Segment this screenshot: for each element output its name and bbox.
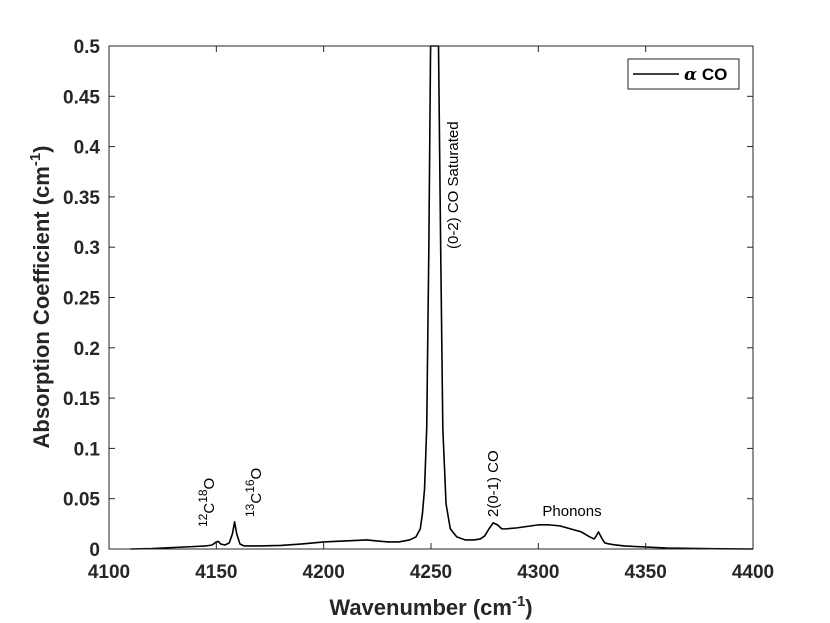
x-tick-label: 4400 bbox=[732, 562, 774, 583]
y-tick-label: 0.5 bbox=[74, 37, 101, 58]
x-axis-label-end: ) bbox=[525, 595, 532, 620]
annotation-12c18o: 12C18O bbox=[196, 478, 218, 527]
y-tick-label: 0.15 bbox=[63, 389, 100, 410]
y-axis-label-sup: -1 bbox=[27, 153, 44, 166]
annotation-co-saturated: (0-2) CO Saturated bbox=[445, 121, 462, 249]
legend-box bbox=[627, 58, 740, 90]
annotation-13c16o: 13C16O bbox=[243, 468, 265, 517]
y-tick-label: 0 bbox=[89, 540, 100, 561]
y-tick-label: 0.45 bbox=[63, 87, 100, 108]
y-tick-label: 0.3 bbox=[74, 238, 100, 259]
annotation-2-0-1-co: 2(0-1) CO bbox=[485, 450, 502, 517]
x-tick-label: 4100 bbox=[88, 562, 130, 583]
y-axis-ticks: 0 0.05 0.1 0.15 0.2 0.25 0.3 0.35 0.4 0.45 0.5 bbox=[63, 37, 753, 561]
x-axis-ticks: 4100 4150 4200 4250 4300 4350 4400 bbox=[88, 46, 774, 583]
x-tick-label: 4250 bbox=[410, 562, 452, 583]
y-tick-label: 0.05 bbox=[63, 490, 100, 511]
x-axis-label-sup: -1 bbox=[512, 593, 525, 610]
x-axis-label: Wavenumber (cm-1) bbox=[329, 593, 532, 620]
x-tick-label: 4350 bbox=[625, 562, 667, 583]
legend-greek: α bbox=[684, 65, 697, 85]
y-tick-label: 0.4 bbox=[74, 138, 101, 159]
y-tick-label: 0.2 bbox=[74, 339, 100, 360]
y-tick-label: 0.35 bbox=[63, 188, 100, 209]
y-tick-label: 0.25 bbox=[63, 289, 100, 310]
x-tick-label: 4150 bbox=[195, 562, 237, 583]
legend: α CO bbox=[627, 58, 740, 90]
legend-series-name: CO bbox=[697, 65, 727, 84]
plot-area bbox=[109, 46, 753, 549]
annotation-phonons: Phonons bbox=[542, 503, 601, 520]
y-axis-label-end: ) bbox=[29, 145, 54, 152]
legend-label: α CO bbox=[684, 65, 727, 85]
y-axis-label: Absorption Coefficient (cm-1) bbox=[27, 145, 54, 448]
y-tick-label: 0.1 bbox=[74, 439, 101, 460]
x-tick-label: 4200 bbox=[303, 562, 345, 583]
x-tick-label: 4300 bbox=[517, 562, 559, 583]
annotations: 12C18O 13C16O (0-2) CO Saturated 2(0-1) … bbox=[196, 121, 602, 527]
